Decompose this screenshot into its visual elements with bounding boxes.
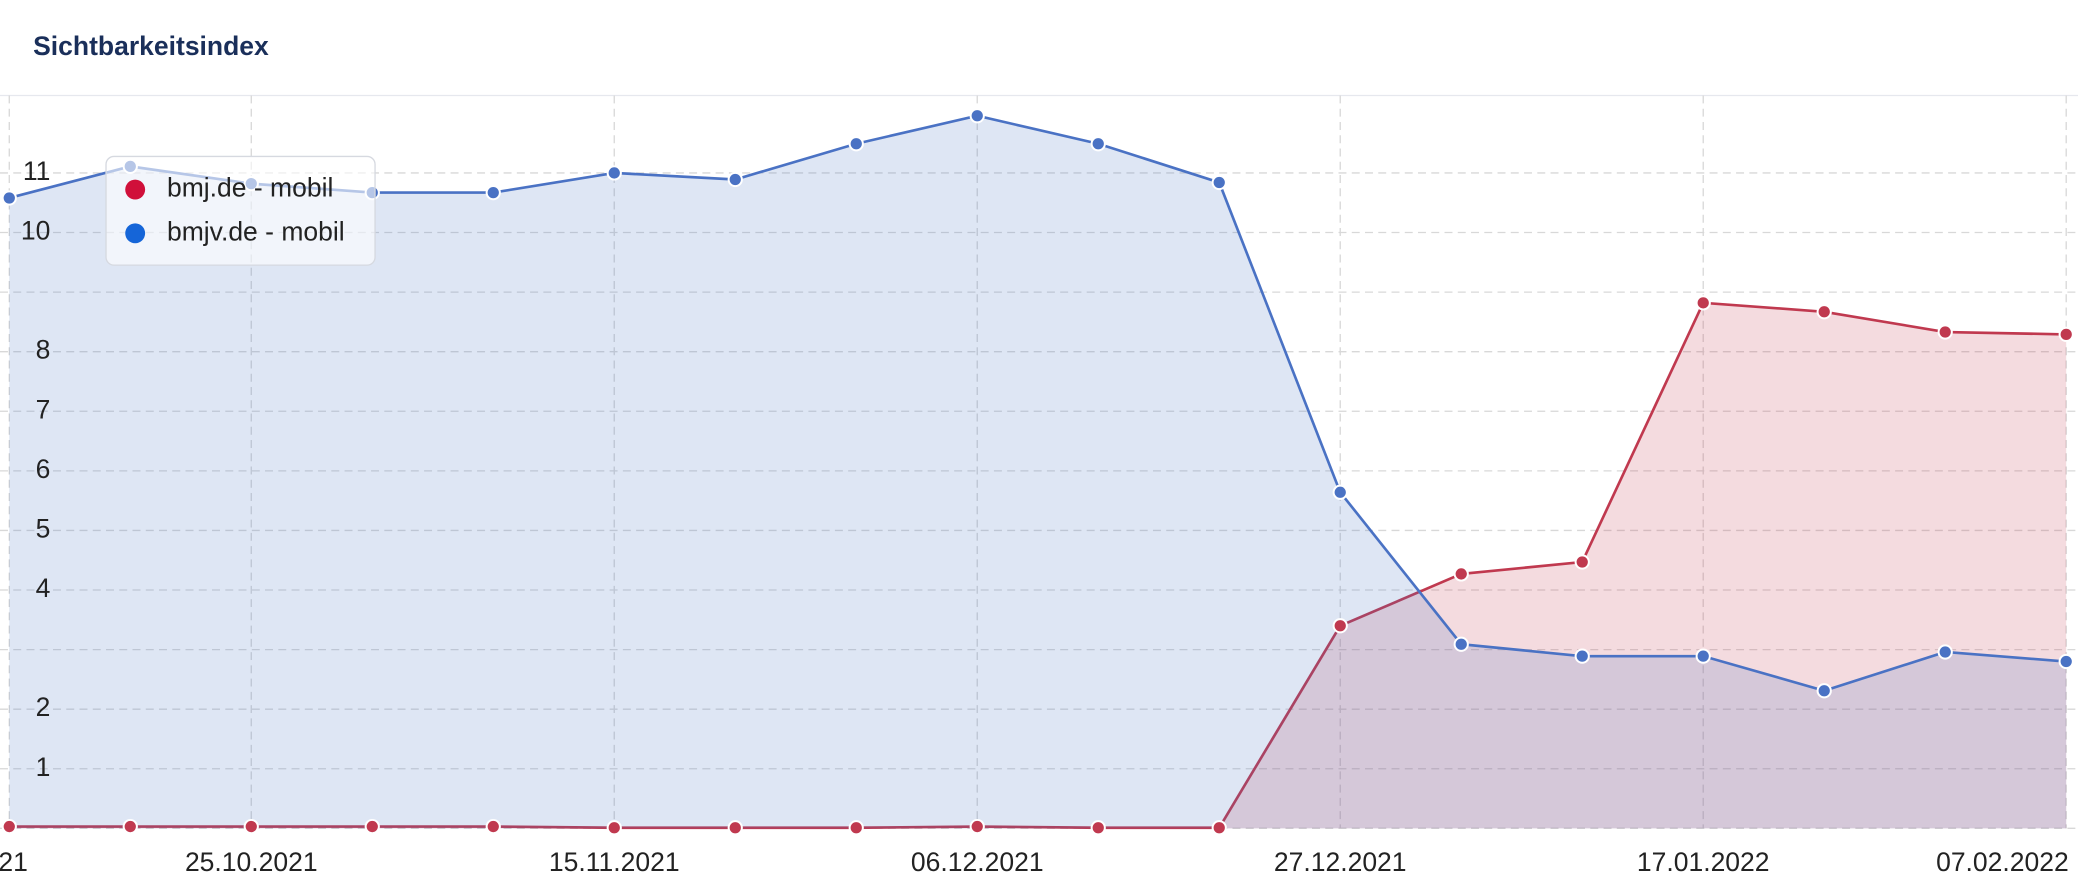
point <box>1574 648 1590 664</box>
chart-title: Sichtbarkeitsindex <box>33 31 269 61</box>
point <box>2058 653 2074 670</box>
point <box>1 818 17 835</box>
x-tick-label: 07.02.2022 <box>1936 847 2069 877</box>
y-tick-label: 4 <box>36 573 51 603</box>
x-tick-label: 06.12.2021 <box>911 847 1044 877</box>
x-tick-label: 15.11.2021 <box>549 847 680 877</box>
legend-marker <box>125 179 146 200</box>
x-tick-label: 27.12.2021 <box>1274 847 1407 877</box>
point <box>1816 304 1832 320</box>
point <box>848 820 864 836</box>
point <box>727 820 743 836</box>
legend: bmj.de - mobil bmjv.de - mobil <box>105 155 376 266</box>
y-tick-label: 1 <box>36 752 51 782</box>
point <box>606 820 622 836</box>
point <box>1 190 17 206</box>
point <box>1453 636 1469 652</box>
area <box>9 115 2067 829</box>
point <box>969 818 985 835</box>
point <box>243 818 259 835</box>
y-tick-label: 11 <box>23 156 51 186</box>
legend-label: bmjv.de - mobil <box>167 216 345 246</box>
point <box>1695 648 1711 664</box>
x-tick-label: 25.10.2021 <box>185 847 318 877</box>
y-tick-label: 6 <box>36 454 51 484</box>
y-tick-label: 2 <box>36 692 51 722</box>
y-tick-label: 5 <box>36 513 51 543</box>
point <box>727 171 743 188</box>
point <box>848 136 864 152</box>
legend-label: bmj.de - mobil <box>167 173 333 203</box>
legend-box <box>105 155 376 266</box>
legend-marker <box>125 223 146 244</box>
y-tick-label: 8 <box>36 335 51 365</box>
point <box>1453 566 1469 582</box>
point <box>1090 820 1106 836</box>
y-tick-label: 7 <box>36 394 51 424</box>
x-tick-label: 11.10.2021 <box>0 847 28 877</box>
point <box>485 818 501 835</box>
point <box>2058 326 2074 343</box>
point <box>1574 554 1590 570</box>
point <box>1332 484 1348 500</box>
point <box>1332 618 1348 634</box>
area <box>9 302 2067 829</box>
point <box>1816 683 1832 699</box>
point <box>1211 174 1227 191</box>
y-tick-label: 10 <box>21 216 50 246</box>
point <box>606 165 622 181</box>
point <box>122 818 138 835</box>
x-tick-label: 17.01.2022 <box>1637 847 1770 877</box>
line <box>9 301 2067 830</box>
point <box>1211 820 1227 836</box>
point <box>364 818 380 835</box>
point <box>969 108 985 124</box>
point <box>1090 136 1106 152</box>
point <box>1937 324 1953 340</box>
point <box>1695 295 1711 311</box>
point <box>1937 644 1953 660</box>
point <box>485 184 501 201</box>
